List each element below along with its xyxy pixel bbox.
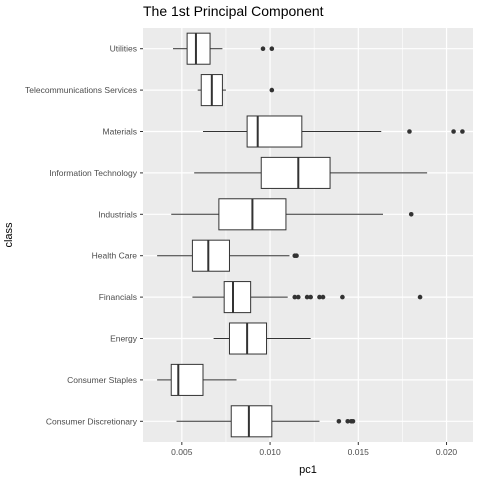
box-group: [213, 322, 311, 355]
y-tick-label: Industrials: [98, 209, 137, 219]
box-group: [192, 281, 423, 314]
box: [170, 363, 204, 396]
outlier-point: [417, 294, 423, 300]
y-tick-label: Materials: [103, 127, 137, 137]
y-tick-label: Consumer Discretionary: [46, 416, 138, 426]
box-group: [173, 32, 275, 65]
box: [223, 281, 252, 314]
outlier-point: [317, 294, 322, 300]
outlier-point: [308, 294, 313, 300]
outlier-point: [407, 129, 412, 134]
x-tick-label: 0.015: [348, 447, 370, 457]
x-tick-label: 0.010: [259, 447, 281, 457]
outlier-point: [336, 419, 342, 424]
y-tick-label: Energy: [110, 334, 138, 344]
box: [186, 32, 211, 65]
y-tick-label: Utilities: [110, 44, 137, 54]
box-group: [171, 198, 414, 231]
box-group: [197, 74, 275, 107]
outlier-point: [292, 294, 298, 300]
outlier-point: [451, 129, 456, 134]
box: [260, 156, 331, 189]
x-axis: 0.005 0.010 0.015 0.020: [171, 442, 457, 457]
box-group: [157, 363, 237, 396]
x-tick-label: 0.005: [171, 447, 193, 457]
outlier-point: [460, 129, 465, 134]
box: [246, 115, 303, 148]
y-tick-label: Telecommunications Services: [25, 85, 137, 95]
x-tick-label: 0.020: [436, 447, 458, 457]
box-group: [176, 405, 356, 438]
outlier-point: [340, 294, 345, 300]
box-group: [157, 239, 299, 272]
box: [191, 239, 230, 272]
y-tick-label: Health Care: [92, 251, 138, 261]
box: [230, 405, 273, 438]
outlier-point: [408, 212, 414, 217]
y-tick-label: Information Technology: [49, 168, 137, 178]
box-group: [194, 156, 428, 189]
minor-grid: [225, 28, 403, 442]
outlier-point: [269, 46, 275, 51]
outlier-point: [304, 294, 310, 300]
box-group: [203, 115, 465, 148]
y-tick-label: Consumer Staples: [67, 375, 137, 385]
outlier-point: [295, 294, 301, 300]
x-axis-title: pc1: [299, 464, 317, 476]
outlier-point: [269, 87, 275, 93]
box-layer: [157, 32, 465, 438]
outlier-point: [294, 253, 299, 258]
chart-title: The 1st Principal Component: [143, 3, 324, 19]
outlier-point: [350, 419, 356, 424]
y-axis: Utilities Telecommunications Services Mate…: [25, 44, 143, 426]
y-axis-title: class: [3, 222, 15, 248]
outlier-point: [320, 294, 326, 300]
outlier-point: [345, 419, 351, 424]
outlier-point: [260, 46, 266, 51]
y-tick-label: Financials: [99, 292, 137, 302]
